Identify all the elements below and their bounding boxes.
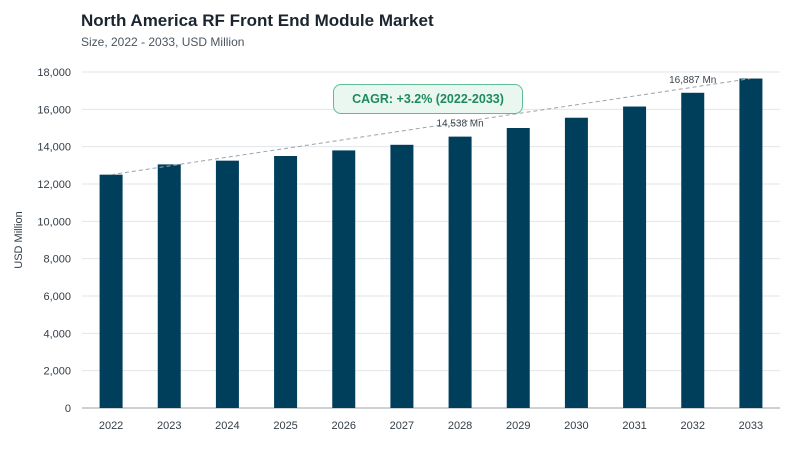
x-axis-ticks: 2022 2023 2024 2025 2026 2027 2028 2029 2030 2031… (99, 420, 763, 432)
y-tick-label: 14,000 (37, 142, 71, 154)
cagr-badge: CAGR: +3.2% (2022-2033) (333, 84, 523, 114)
x-tick-label: 2023 (157, 420, 181, 432)
bar-2025 (274, 156, 298, 408)
bar-2022 (99, 174, 123, 408)
x-tick-label: 2025 (273, 420, 297, 432)
value-annotation: 16,887 Mn (669, 75, 716, 86)
bar-2026 (332, 150, 356, 408)
x-tick-label: 2028 (448, 420, 472, 432)
y-tick-label: 2,000 (43, 366, 71, 378)
y-tick-label: 16,000 (37, 104, 71, 116)
chart-subtitle: Size, 2022 - 2033, USD Million (81, 35, 245, 49)
x-tick-label: 2026 (332, 420, 356, 432)
y-axis-label: USD Million (13, 211, 25, 268)
bar-2028 (448, 136, 472, 408)
y-tick-label: 4,000 (43, 328, 71, 340)
y-tick-label: 12,000 (37, 179, 71, 191)
bar-2031 (623, 106, 647, 409)
x-tick-label: 2024 (215, 420, 239, 432)
bar-2032 (681, 92, 705, 408)
x-tick-label: 2029 (506, 420, 530, 432)
y-tick-label: 8,000 (43, 254, 71, 266)
x-tick-label: 2027 (390, 420, 414, 432)
bar-2033 (739, 78, 763, 409)
x-tick-label: 2022 (99, 420, 123, 432)
data-annotations: 14,538 Mn 16,887 Mn (436, 75, 716, 130)
x-tick-label: 2030 (564, 420, 588, 432)
x-tick-label: 2031 (622, 420, 646, 432)
y-axis-ticks: 0 2,000 4,000 6,000 8,000 10,000 12,000 14,000 1… (37, 67, 71, 415)
cagr-trend-line (111, 78, 751, 176)
y-tick-label: 18,000 (37, 67, 71, 79)
chart-title: North America RF Front End Module Market (81, 11, 434, 30)
y-tick-label: 6,000 (43, 291, 71, 303)
bar-2029 (506, 128, 530, 408)
x-tick-label: 2033 (739, 420, 763, 432)
y-tick-label: 0 (65, 403, 71, 415)
bars (99, 78, 763, 409)
bar-2024 (215, 160, 239, 408)
value-annotation: 14,538 Mn (436, 119, 483, 130)
bar-2027 (390, 144, 414, 409)
bar-2030 (564, 117, 588, 408)
y-tick-label: 10,000 (37, 216, 71, 228)
x-tick-label: 2032 (681, 420, 705, 432)
bar-2023 (157, 164, 181, 408)
gridlines (82, 71, 780, 372)
